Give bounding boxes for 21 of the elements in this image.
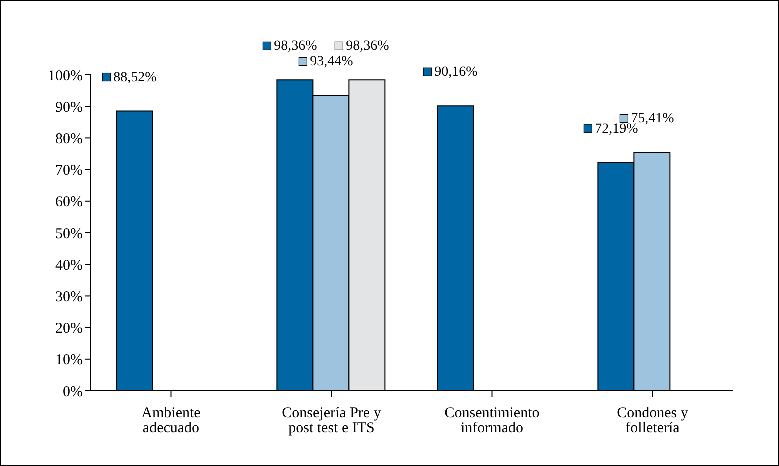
x-tick-label: Ambiente adecuado xyxy=(142,406,202,437)
data-label: 93,44% xyxy=(310,54,354,70)
y-tick-label: 80% xyxy=(56,132,83,148)
y-tick-label: 40% xyxy=(56,258,83,274)
x-tick-label: Condones y folletería xyxy=(617,406,689,437)
data-label: 98,36% xyxy=(346,39,390,54)
y-tick-label: 30% xyxy=(56,290,83,306)
y-tick-label: 50% xyxy=(56,226,83,242)
x-tick-label: Consentimiento informado xyxy=(444,406,540,437)
data-label: 90,16% xyxy=(434,65,478,80)
y-tick-label: 10% xyxy=(56,352,83,369)
y-tick-label: 60% xyxy=(56,194,83,211)
x-tick-label: Consejería Pre y post test e ITS xyxy=(282,406,382,437)
data-label: 88,52% xyxy=(114,70,158,86)
y-tick-label: 70% xyxy=(56,163,83,180)
data-label: 98,36% xyxy=(274,39,318,54)
y-tick-label: 0% xyxy=(63,384,83,400)
y-tick-label: 20% xyxy=(56,321,83,338)
data-label: 72,19% xyxy=(595,122,639,137)
y-tick-label: 100% xyxy=(48,68,83,84)
y-tick-label: 90% xyxy=(56,100,83,116)
